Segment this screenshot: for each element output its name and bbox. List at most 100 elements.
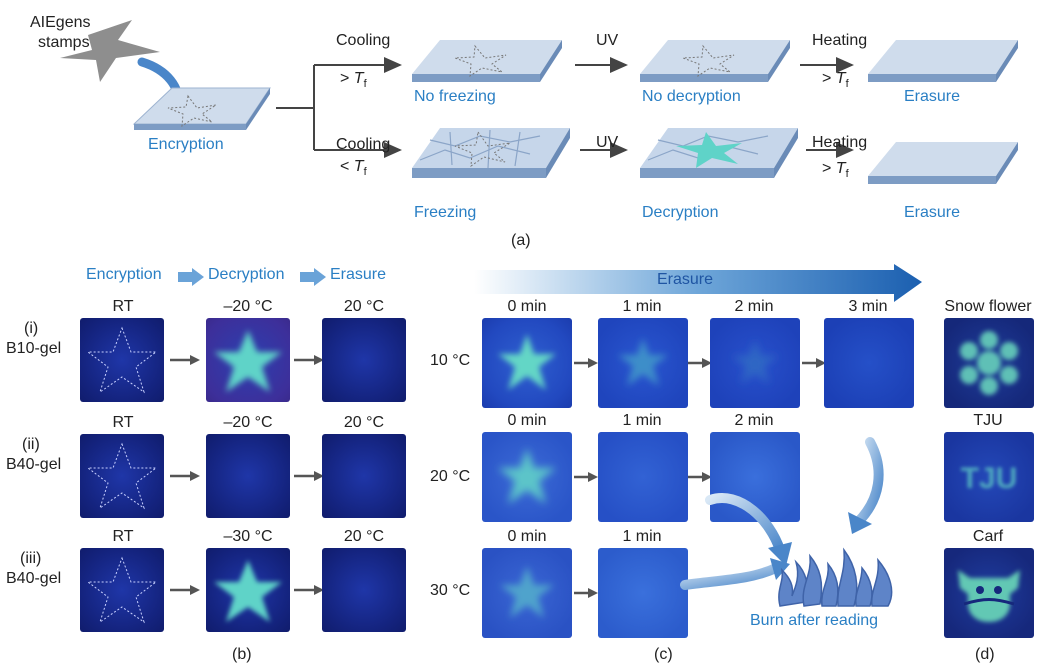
c-row1-time4: 3 min xyxy=(848,298,888,315)
freezing-label: Freezing xyxy=(414,204,477,221)
b-header-encryption: Encryption xyxy=(86,266,162,283)
c-row1-panel2 xyxy=(598,318,688,408)
b-row1-panel1 xyxy=(80,318,164,402)
b-row1-temp3: 20 °C xyxy=(343,298,385,315)
no-freezing-slab xyxy=(412,40,562,82)
b-row3-temp1: RT xyxy=(112,528,134,545)
b-row3-name: B40-gel xyxy=(6,570,62,587)
b-row3-panel1 xyxy=(80,548,164,632)
d-snowflower-panel xyxy=(944,318,1034,408)
b-row2-temp2: –20 °C xyxy=(223,414,273,431)
c-row2-time3: 2 min xyxy=(734,412,774,429)
b-row2-panel1 xyxy=(80,434,164,518)
c-row2-temp: 20 °C xyxy=(430,468,471,485)
c-row2-panel1 xyxy=(482,432,572,522)
c-row1-arrow3-icon xyxy=(802,358,826,368)
b-row2-panel3 xyxy=(322,434,406,518)
decryption-label: Decryption xyxy=(642,204,719,221)
burn-arrows-icon xyxy=(680,437,884,590)
c-erasure-arrow-icon xyxy=(474,264,922,302)
erasure-slab-lower xyxy=(868,142,1018,184)
c-row3-arrow1-icon xyxy=(574,588,598,598)
c-row1-arrow1-icon xyxy=(574,358,598,368)
b-row1-temp1: RT xyxy=(112,298,134,315)
caption-a: (a) xyxy=(511,232,531,249)
b-header-erasure: Erasure xyxy=(330,266,387,283)
c-row3-panel2 xyxy=(598,548,688,638)
b-row2-arrow2-icon xyxy=(294,471,324,481)
erasure-slab-upper xyxy=(868,40,1018,82)
caption-c: (c) xyxy=(654,646,673,663)
no-freezing-label: No freezing xyxy=(414,88,496,105)
upper-erasure-label: Erasure xyxy=(904,88,961,105)
lower-heating-condition: > Tf xyxy=(822,160,849,181)
no-decryption-label: No decryption xyxy=(642,88,741,105)
lower-heating-label: Heating xyxy=(812,134,868,151)
c-row2-time1: 0 min xyxy=(507,412,547,429)
b-row1-name: B10-gel xyxy=(6,340,62,357)
b-header-arrow-1-icon xyxy=(178,268,204,286)
caption-d: (d) xyxy=(975,646,995,663)
c-row3-time1: 0 min xyxy=(507,528,547,545)
b-row3-panel3 xyxy=(322,548,406,632)
d-label-snowflower: Snow flower xyxy=(944,298,1032,315)
c-row1-panel4 xyxy=(824,318,914,408)
c-row1-arrow2-icon xyxy=(688,358,712,368)
b-row1-arrow1-icon xyxy=(170,355,200,365)
burn-after-reading-label: Burn after reading xyxy=(750,612,879,629)
c-row1-panel1 xyxy=(482,318,572,408)
upper-cooling-label: Cooling xyxy=(336,32,391,49)
upper-heating-label: Heating xyxy=(812,32,868,49)
caption-b: (b) xyxy=(232,646,252,663)
lower-erasure-label: Erasure xyxy=(904,204,961,221)
b-row1-panel3 xyxy=(322,318,406,402)
upper-cooling-condition: > Tf xyxy=(340,70,367,91)
b-row2-arrow1-icon xyxy=(170,471,200,481)
c-row2-arrow2-icon xyxy=(688,472,712,482)
d-tju-panel: TJU xyxy=(944,432,1034,522)
stamp-label-line1: AIEgens xyxy=(30,14,91,31)
freezing-slab xyxy=(412,128,570,178)
b-row3-temp3: 20 °C xyxy=(343,528,385,545)
c-row3-panel1 xyxy=(482,548,572,638)
b-row1-arrow2-icon xyxy=(294,355,324,365)
c-row1-time1: 0 min xyxy=(507,298,547,315)
b-row1-roman: (i) xyxy=(24,320,39,337)
c-row3-time2: 1 min xyxy=(622,528,662,545)
c-row1-temp: 10 °C xyxy=(430,352,471,369)
decryption-slab xyxy=(640,128,798,178)
b-row1-panel2 xyxy=(206,318,290,402)
d-carf-panel xyxy=(944,548,1034,638)
c-erasure-label: Erasure xyxy=(657,271,714,288)
upper-heating-condition: > Tf xyxy=(822,70,849,91)
c-row1-panel3 xyxy=(710,318,800,408)
b-header-decryption: Decryption xyxy=(208,266,285,283)
part-a-diagram xyxy=(60,20,1018,184)
b-row2-temp3: 20 °C xyxy=(343,414,385,431)
calf-icon xyxy=(958,570,1020,622)
upper-uv-label: UV xyxy=(596,32,619,49)
lower-cooling-condition: < Tf xyxy=(340,158,367,179)
b-row2-panel2 xyxy=(206,434,290,518)
c-row2-panel2 xyxy=(598,432,688,522)
b-row1-temp2: –20 °C xyxy=(223,298,273,315)
b-row2-temp1: RT xyxy=(112,414,134,431)
stamp-star-icon xyxy=(60,20,160,82)
b-row3-arrow2-icon xyxy=(294,585,324,595)
snowflake-icon xyxy=(960,331,1018,395)
stamp-label-line2: stamps xyxy=(38,34,90,51)
c-row1-time3: 2 min xyxy=(734,298,774,315)
b-header-arrow-2-icon xyxy=(300,268,326,286)
c-row2-time2: 1 min xyxy=(622,412,662,429)
b-row2-roman: (ii) xyxy=(22,436,40,453)
d-label-tju: TJU xyxy=(973,412,1003,429)
b-row2-name: B40-gel xyxy=(6,456,62,473)
flame-icon xyxy=(778,547,893,607)
no-decryption-slab xyxy=(640,40,790,82)
lower-uv-label: UV xyxy=(596,134,619,151)
c-row3-temp: 30 °C xyxy=(430,582,471,599)
b-row3-roman: (iii) xyxy=(20,550,42,567)
lower-cooling-label: Cooling xyxy=(336,136,391,153)
b-row3-arrow1-icon xyxy=(170,585,200,595)
d-tju-text: TJU xyxy=(961,462,1018,495)
